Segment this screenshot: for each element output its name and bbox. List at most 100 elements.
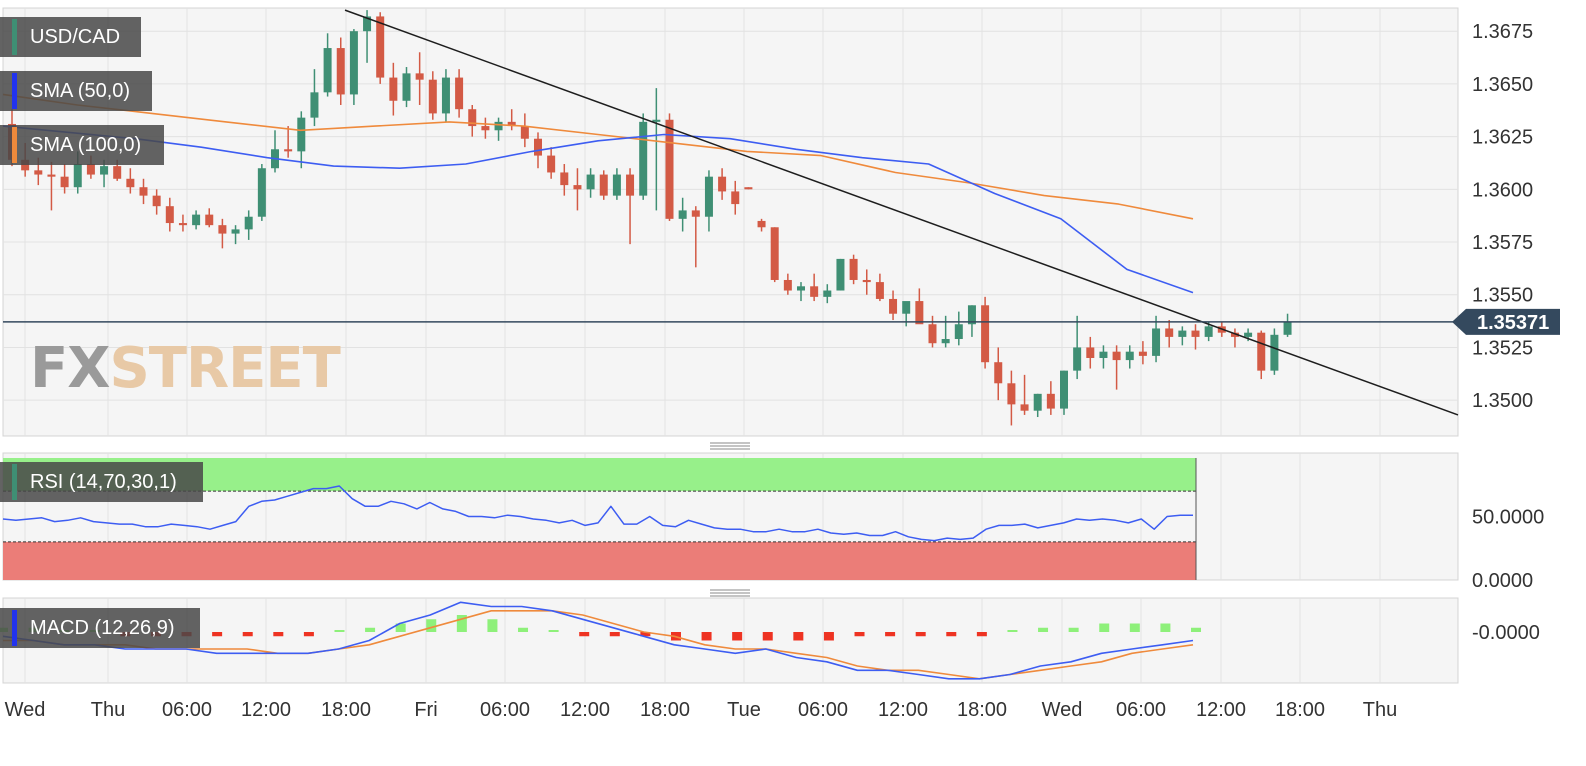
macd-hist-bar xyxy=(1191,627,1201,632)
candle-body xyxy=(376,16,385,78)
candle-body xyxy=(441,77,450,114)
candle-body xyxy=(244,216,253,230)
x-tick-label: Fri xyxy=(414,699,437,721)
x-tick-label: 06:00 xyxy=(798,699,848,721)
x-tick-label: 18:00 xyxy=(957,699,1007,721)
candle xyxy=(1165,320,1174,348)
candle xyxy=(573,168,582,211)
pair-label: USD/CAD xyxy=(0,17,141,57)
panel-resize-handle[interactable] xyxy=(710,589,750,597)
x-tick-label: 06:00 xyxy=(480,699,530,721)
candle-body xyxy=(126,178,135,188)
candle-body xyxy=(718,176,727,192)
sma100-label-text: SMA (100,0) xyxy=(30,134,142,156)
candle-body xyxy=(954,324,963,340)
candle-body xyxy=(73,164,82,188)
candle xyxy=(612,168,621,200)
macd-hist-bar xyxy=(334,630,345,632)
candle xyxy=(455,69,464,118)
macd-hist-bar xyxy=(456,615,467,632)
candle xyxy=(1020,374,1029,415)
candle xyxy=(704,170,713,232)
macd-hist-bar xyxy=(1038,627,1049,632)
candle xyxy=(507,109,516,131)
macd-hist-bar xyxy=(1099,623,1110,632)
candle xyxy=(586,168,595,198)
candle-body xyxy=(428,79,437,114)
candle xyxy=(192,210,201,230)
x-tick-label: 18:00 xyxy=(1275,699,1325,721)
price-y-tick: 1.3525 xyxy=(1472,337,1533,359)
candle-body xyxy=(797,286,805,291)
candle xyxy=(1125,345,1134,369)
candle xyxy=(60,164,69,194)
panel-resize-handle[interactable] xyxy=(710,442,750,450)
candle-body xyxy=(678,210,687,219)
candle xyxy=(376,12,385,84)
candle xyxy=(257,164,266,221)
candle-body xyxy=(1086,347,1095,358)
candle xyxy=(875,273,884,302)
candle-body xyxy=(100,166,109,175)
candle-body xyxy=(770,227,779,280)
macd-hist-bar xyxy=(273,632,284,637)
candle-body xyxy=(336,48,345,95)
candle-body xyxy=(967,305,976,325)
sma100-label: SMA (100,0) xyxy=(0,125,164,165)
candle-body xyxy=(1283,322,1292,335)
candle xyxy=(836,258,845,291)
candle xyxy=(547,147,556,179)
candle-body xyxy=(152,195,161,207)
candle xyxy=(1204,322,1213,342)
candle-body xyxy=(310,92,319,118)
candle-body xyxy=(928,324,937,344)
candle xyxy=(823,284,832,304)
candle-body xyxy=(783,279,792,291)
candle-body xyxy=(47,174,56,177)
price-y-tick: 1.3625 xyxy=(1472,127,1533,149)
candle-body xyxy=(586,174,595,190)
candle-body xyxy=(1046,393,1055,409)
candle-body xyxy=(205,214,214,226)
candle xyxy=(994,347,1003,401)
candle-body xyxy=(1204,326,1213,337)
sma50-label-text: SMA (50,0) xyxy=(30,80,131,102)
candle-body xyxy=(599,174,608,196)
candle-body xyxy=(284,149,293,152)
sma100-line xyxy=(2,93,1194,220)
sma50-line xyxy=(2,125,1194,294)
candle xyxy=(402,67,411,108)
candle xyxy=(928,315,937,348)
price-y-tick: 1.3675 xyxy=(1472,21,1533,43)
rsi-oversold-zone xyxy=(3,541,1196,580)
candle-body xyxy=(1270,334,1279,371)
candle xyxy=(718,168,727,200)
trendline xyxy=(344,9,1459,416)
x-tick-label: 18:00 xyxy=(640,699,690,721)
candle-body xyxy=(139,187,148,196)
candle-body xyxy=(455,77,464,110)
sma50-label-marker xyxy=(12,73,17,109)
candle xyxy=(1283,313,1292,337)
macd-hist-bar xyxy=(640,632,651,637)
candle xyxy=(336,37,345,105)
candle-body xyxy=(1073,347,1082,371)
candle-body xyxy=(1125,351,1134,361)
candle-body xyxy=(218,225,227,234)
candle-body xyxy=(363,16,372,32)
candle xyxy=(1033,393,1042,418)
candle xyxy=(810,273,819,302)
macd-hist-bar xyxy=(518,627,529,632)
candle xyxy=(47,161,56,211)
candle-body xyxy=(415,73,424,80)
candle xyxy=(967,305,976,337)
candle xyxy=(1007,370,1016,426)
candle-body xyxy=(1112,351,1121,361)
candle-body xyxy=(165,206,174,224)
candle-body xyxy=(113,166,122,179)
candle xyxy=(389,62,398,116)
candle-body xyxy=(889,298,898,314)
candle xyxy=(126,168,135,194)
candle xyxy=(139,178,148,205)
